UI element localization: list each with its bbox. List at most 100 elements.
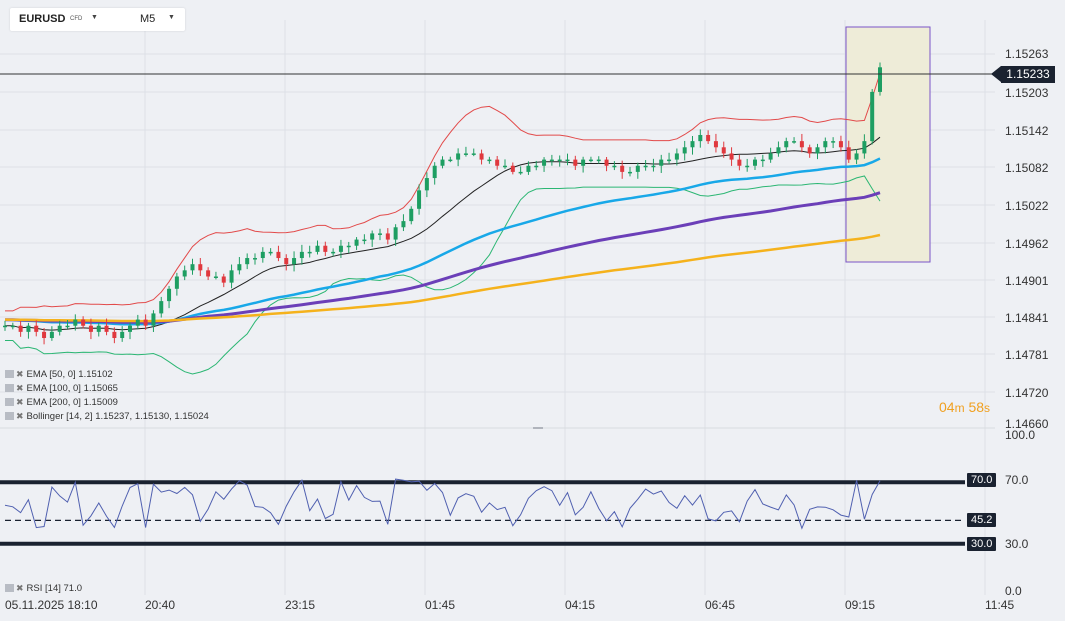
candle-body	[448, 159, 453, 162]
close-icon[interactable]: ✖	[16, 369, 24, 379]
settings-icon[interactable]	[5, 384, 14, 393]
candle-body	[768, 153, 773, 160]
settings-icon[interactable]	[5, 584, 14, 593]
price-tick: 1.14901	[1005, 274, 1049, 288]
rsi-panel	[0, 478, 965, 546]
candle-body	[315, 245, 320, 252]
rsi-tick: 30.0	[1005, 537, 1029, 551]
candle-body	[542, 159, 547, 166]
candle-body	[323, 245, 328, 252]
candle-body	[854, 153, 859, 160]
panel-resize-handle[interactable]	[533, 427, 543, 429]
symbol-dropdown-icon[interactable]: ▼	[91, 14, 98, 21]
candle-body	[331, 251, 336, 254]
rsi-upper-level-badge: 70.0	[967, 473, 997, 487]
candle-body	[510, 165, 515, 172]
close-icon[interactable]: ✖	[16, 411, 24, 421]
legend-ema50-label: EMA [50, 0] 1.15102	[26, 369, 113, 380]
price-tick: 1.14781	[1005, 348, 1049, 362]
candle-body	[292, 258, 297, 265]
candle-body	[57, 325, 62, 332]
price-tick: 1.14720	[1005, 386, 1049, 400]
bollinger-upper	[5, 73, 881, 312]
legend-ema50[interactable]: ✖ EMA [50, 0] 1.15102	[5, 369, 113, 380]
time-label: 05.11.2025 18:10	[5, 598, 98, 612]
symbol-toolbar: EURUSD CFD ▼ M5 ▼	[10, 8, 185, 31]
settings-icon[interactable]	[5, 398, 14, 407]
candle-body	[276, 251, 281, 259]
candle-body	[659, 159, 664, 166]
time-label: 06:45	[705, 598, 736, 612]
candle-body	[745, 165, 750, 168]
candle-body	[260, 251, 265, 259]
candle-body	[198, 264, 203, 271]
candle-body	[26, 325, 31, 332]
grid	[0, 20, 995, 595]
candle-body	[299, 251, 304, 259]
candle-body	[596, 159, 601, 162]
symbol-name[interactable]: EURUSD	[19, 13, 66, 25]
candle-body	[417, 190, 422, 209]
price-tick: 1.15142	[1005, 124, 1049, 138]
timeframe-select[interactable]: M5	[140, 13, 156, 25]
candle-body	[526, 165, 531, 172]
candle-body	[729, 153, 734, 160]
close-icon[interactable]: ✖	[16, 397, 24, 407]
rsi-tick: 100.0	[1005, 428, 1036, 442]
candle-body	[151, 313, 156, 326]
ema200-line	[4, 233, 881, 323]
candle-body	[620, 165, 625, 172]
candle-body	[34, 325, 39, 332]
close-icon[interactable]: ✖	[16, 383, 24, 393]
candle-body	[440, 159, 445, 166]
settings-icon[interactable]	[5, 370, 14, 379]
candle-body	[112, 331, 117, 339]
candle-body	[760, 159, 765, 162]
candle-body	[776, 147, 781, 154]
candle-body	[799, 141, 804, 148]
candle-body	[190, 264, 195, 271]
close-icon[interactable]: ✖	[16, 583, 24, 593]
candle-body	[479, 153, 484, 160]
candle-body	[221, 276, 226, 283]
rsi-lower-level-badge: 30.0	[967, 537, 997, 551]
candle-body	[174, 276, 179, 289]
legend-ema200[interactable]: ✖ EMA [200, 0] 1.15009	[5, 397, 118, 408]
candle-body	[862, 141, 867, 154]
legend-ema100[interactable]: ✖ EMA [100, 0] 1.15065	[5, 383, 118, 394]
candlesticks	[3, 62, 882, 345]
candle-body	[182, 270, 187, 277]
candle-body	[42, 331, 47, 339]
candle-body	[674, 153, 679, 160]
candle-body	[706, 134, 711, 142]
candle-body	[815, 147, 820, 154]
candle-body	[846, 147, 851, 160]
candle-body	[682, 147, 687, 154]
price-tick: 1.14841	[1005, 311, 1049, 325]
candle-body	[643, 165, 648, 168]
candle-body	[128, 325, 132, 332]
time-label: 09:15	[845, 598, 876, 612]
countdown-m: m	[954, 401, 965, 415]
candle-body	[307, 251, 312, 254]
time-label: 01:45	[425, 598, 456, 612]
current-price-badge: 1.15233	[991, 66, 1055, 83]
timeframe-dropdown-icon[interactable]: ▼	[168, 14, 175, 21]
candle-body	[120, 331, 125, 339]
price-tick: 1.15263	[1005, 47, 1049, 61]
candle-body	[651, 165, 656, 168]
countdown-s: s	[984, 401, 991, 415]
legend-ema200-label: EMA [200, 0] 1.15009	[26, 397, 118, 408]
countdown-minutes: 04	[939, 399, 955, 415]
price-tick: 1.15203	[1005, 86, 1049, 100]
candle-body	[81, 319, 86, 326]
highlight-zone[interactable]	[845, 26, 931, 263]
candle-body	[838, 141, 843, 148]
candle-body	[831, 141, 836, 143]
candle-body	[96, 325, 101, 332]
legend-bollinger[interactable]: ✖ Bollinger [14, 2] 1.15237, 1.15130, 1.1…	[5, 411, 209, 422]
settings-icon[interactable]	[5, 412, 14, 421]
candle-body	[870, 91, 875, 142]
legend-rsi[interactable]: ✖ RSI [14] 71.0	[5, 583, 82, 594]
